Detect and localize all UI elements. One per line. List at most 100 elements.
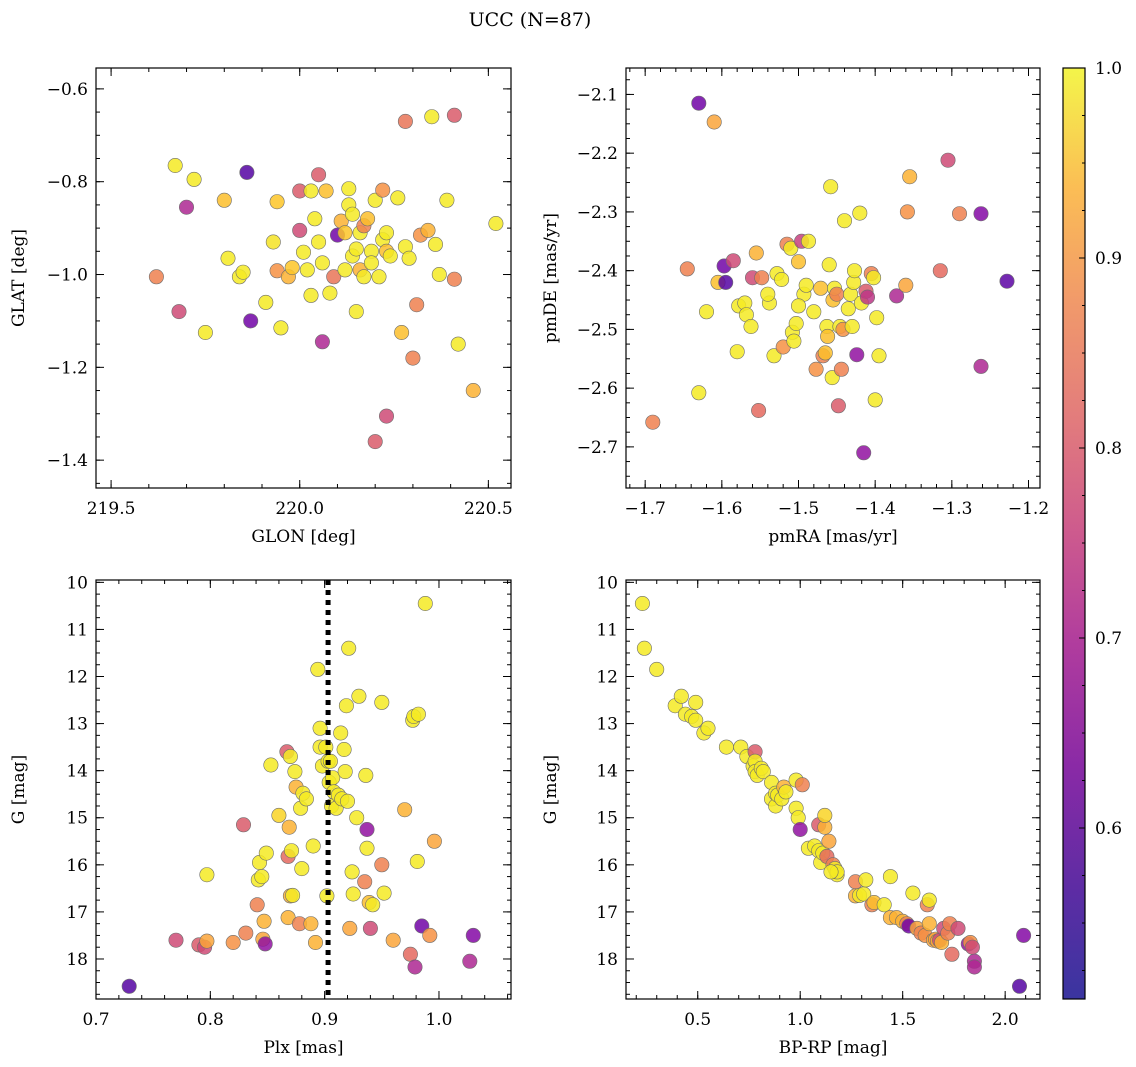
x-tick-label: 0.5 [684, 1010, 711, 1030]
data-point [359, 821, 375, 837]
data-point [794, 777, 810, 793]
data-point [374, 857, 390, 873]
data-point [258, 294, 274, 310]
data-point [966, 959, 982, 975]
data-point [311, 167, 327, 183]
data-point [700, 720, 716, 736]
data-point [760, 286, 776, 302]
y-tick-label: 15 [66, 809, 88, 829]
data-point [889, 288, 905, 304]
data-point [691, 385, 707, 401]
data-point [774, 271, 790, 287]
data-point [357, 874, 373, 890]
panel-2: −1.7 −1.6 −1.5 −1.4 −1.3 −1.2 −2.1 −2.2 −2.3 −2.4… [541, 67, 1049, 547]
data-point [401, 250, 417, 266]
data-point [465, 927, 481, 943]
data-point [691, 95, 707, 111]
x-tick-label: 1.0 [425, 1010, 452, 1030]
x-tick-label: 0.9 [311, 1010, 338, 1030]
data-point [121, 978, 137, 994]
x-tick-label: 0.7 [82, 1010, 109, 1030]
data-point [766, 348, 782, 364]
data-point [882, 869, 898, 885]
data-point [645, 414, 661, 430]
data-point [345, 886, 361, 902]
data-point [798, 277, 814, 293]
x-axis-label: Plx [mas] [263, 1038, 343, 1058]
y-tick-label: 16 [596, 856, 618, 876]
x-tick-label: −1.3 [931, 499, 972, 519]
data-point [859, 289, 875, 305]
data-point [673, 688, 689, 704]
data-point [446, 107, 462, 123]
data-point [341, 181, 357, 197]
y-tick-label: 10 [66, 573, 88, 593]
data-point [225, 934, 241, 950]
x-axis-label: GLON [deg] [251, 527, 355, 547]
data-point [846, 263, 862, 279]
data-point [751, 402, 767, 418]
data-point [148, 269, 164, 285]
data-point [820, 328, 836, 344]
y-tick-label: −0.6 [47, 80, 88, 100]
data-point [287, 764, 303, 780]
data-point [220, 250, 236, 266]
data-point [307, 934, 323, 950]
data-point [964, 939, 980, 955]
y-axis-label: GLAT [deg] [9, 229, 29, 327]
y-axis-label: pmDE [mas/yr] [541, 213, 561, 343]
data-point [338, 698, 354, 714]
data-point [294, 861, 310, 877]
data-point [636, 640, 652, 656]
y-tick-label: 14 [596, 762, 618, 782]
data-point [462, 953, 478, 969]
data-point [422, 927, 438, 943]
data-point [236, 817, 252, 833]
y-tick-label: −2.5 [577, 320, 618, 340]
data-point [778, 784, 794, 800]
data-point [754, 270, 770, 286]
data-point [898, 277, 914, 293]
data-point [254, 869, 270, 885]
y-tick-label: 10 [596, 573, 618, 593]
scatter-points [634, 595, 1032, 994]
axes-frame [95, 67, 512, 489]
data-point [718, 739, 734, 755]
data-point [817, 345, 833, 361]
data-point [249, 897, 265, 913]
data-point [167, 158, 183, 174]
data-point [748, 245, 764, 261]
scatter-points [645, 95, 1015, 461]
data-point [179, 199, 195, 215]
axes-frame [625, 67, 1041, 489]
data-point [326, 269, 342, 285]
data-point [450, 336, 466, 352]
data-point [199, 867, 215, 883]
data-point [351, 688, 367, 704]
data-point [869, 310, 885, 326]
y-tick-label: 17 [596, 903, 618, 923]
data-point [298, 791, 314, 807]
data-point [706, 114, 722, 130]
colorbar-gradient [1062, 67, 1086, 1000]
data-point [426, 833, 442, 849]
y-tick-label: −2.6 [577, 379, 618, 399]
data-point [407, 959, 423, 975]
data-point [932, 263, 948, 279]
data-point [856, 445, 872, 461]
data-point [790, 254, 806, 270]
data-point [374, 694, 390, 710]
data-point [688, 694, 704, 710]
y-axis-label: G [mag] [541, 755, 561, 824]
x-tick-label: −1.7 [625, 499, 666, 519]
x-tick-label: −1.2 [1008, 499, 1049, 519]
y-tick-label: 12 [596, 668, 618, 688]
data-point [1011, 978, 1027, 994]
y-tick-label: −2.4 [577, 262, 618, 282]
data-point [312, 720, 328, 736]
data-point [688, 712, 704, 728]
data-point [168, 932, 184, 948]
x-tick-label: −1.4 [855, 499, 896, 519]
data-point [867, 392, 883, 408]
x-tick-label: −1.5 [778, 499, 819, 519]
